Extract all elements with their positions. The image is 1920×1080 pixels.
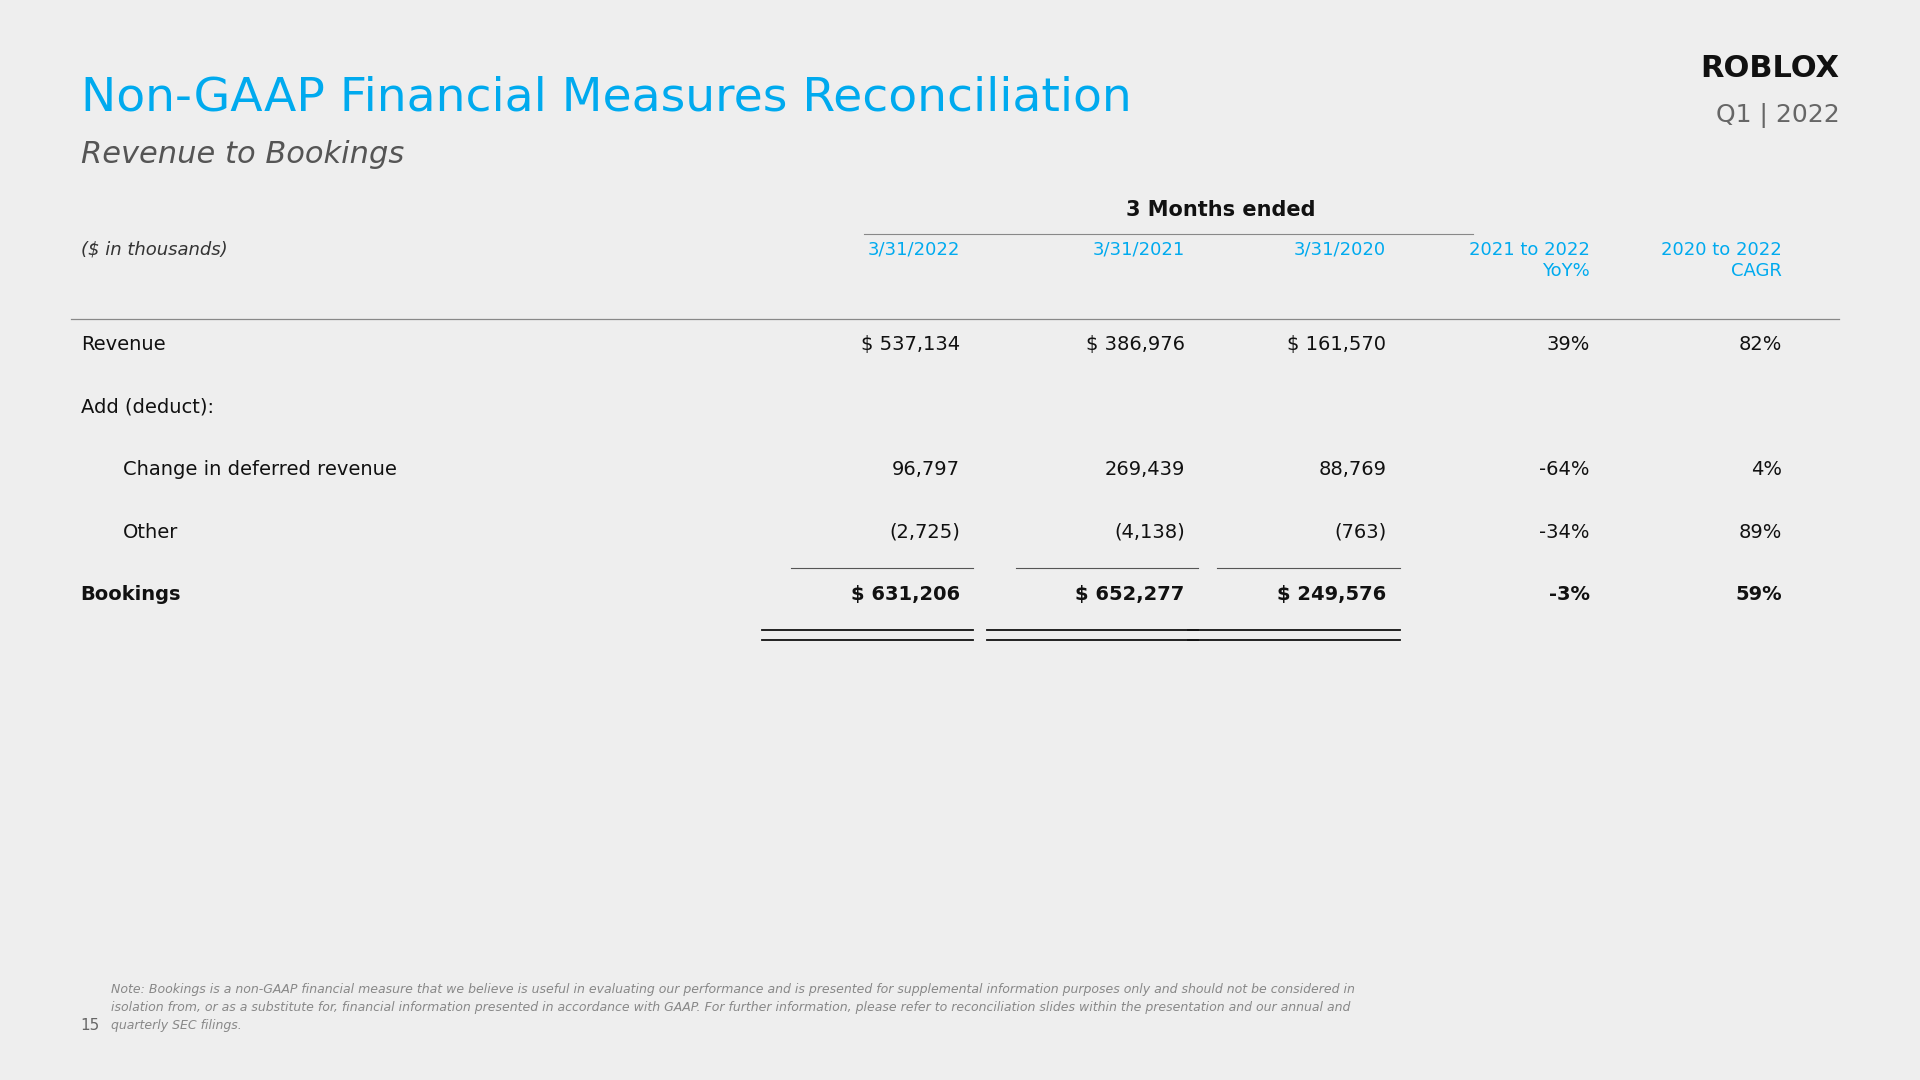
Text: Other: Other	[123, 523, 179, 542]
Text: 2021 to 2022
YoY%: 2021 to 2022 YoY%	[1469, 241, 1590, 280]
Text: ($ in thousands): ($ in thousands)	[81, 241, 227, 259]
Text: Change in deferred revenue: Change in deferred revenue	[123, 460, 397, 480]
Text: 2020 to 2022
CAGR: 2020 to 2022 CAGR	[1661, 241, 1782, 280]
Text: 39%: 39%	[1546, 335, 1590, 354]
Text: $ 631,206: $ 631,206	[851, 585, 960, 605]
Text: 15: 15	[81, 1018, 100, 1034]
Text: Non-GAAP Financial Measures Reconciliation: Non-GAAP Financial Measures Reconciliati…	[81, 76, 1131, 121]
Text: Note: Bookings is a non-GAAP financial measure that we believe is useful in eval: Note: Bookings is a non-GAAP financial m…	[111, 983, 1356, 1031]
Text: $ 652,277: $ 652,277	[1075, 585, 1185, 605]
Text: -64%: -64%	[1540, 460, 1590, 480]
Text: Revenue: Revenue	[81, 335, 165, 354]
Text: 3 Months ended: 3 Months ended	[1127, 200, 1315, 220]
Text: $ 386,976: $ 386,976	[1085, 335, 1185, 354]
Text: (763): (763)	[1334, 523, 1386, 542]
Text: -3%: -3%	[1549, 585, 1590, 605]
Text: ROBLOX: ROBLOX	[1701, 54, 1839, 83]
Text: $ 537,134: $ 537,134	[860, 335, 960, 354]
Text: 3/31/2021: 3/31/2021	[1092, 241, 1185, 259]
Text: 96,797: 96,797	[893, 460, 960, 480]
Text: Bookings: Bookings	[81, 585, 180, 605]
Text: Revenue to Bookings: Revenue to Bookings	[81, 140, 403, 170]
Text: 269,439: 269,439	[1104, 460, 1185, 480]
Text: 82%: 82%	[1738, 335, 1782, 354]
Text: 3/31/2020: 3/31/2020	[1294, 241, 1386, 259]
Text: 4%: 4%	[1751, 460, 1782, 480]
Text: 59%: 59%	[1736, 585, 1782, 605]
Text: $ 249,576: $ 249,576	[1277, 585, 1386, 605]
Text: $ 161,570: $ 161,570	[1286, 335, 1386, 354]
Text: -34%: -34%	[1540, 523, 1590, 542]
Text: Q1 | 2022: Q1 | 2022	[1716, 103, 1839, 127]
Text: 3/31/2022: 3/31/2022	[868, 241, 960, 259]
Text: (4,138): (4,138)	[1114, 523, 1185, 542]
Text: Add (deduct):: Add (deduct):	[81, 397, 213, 417]
Text: 89%: 89%	[1738, 523, 1782, 542]
Text: 88,769: 88,769	[1319, 460, 1386, 480]
Text: (2,725): (2,725)	[889, 523, 960, 542]
